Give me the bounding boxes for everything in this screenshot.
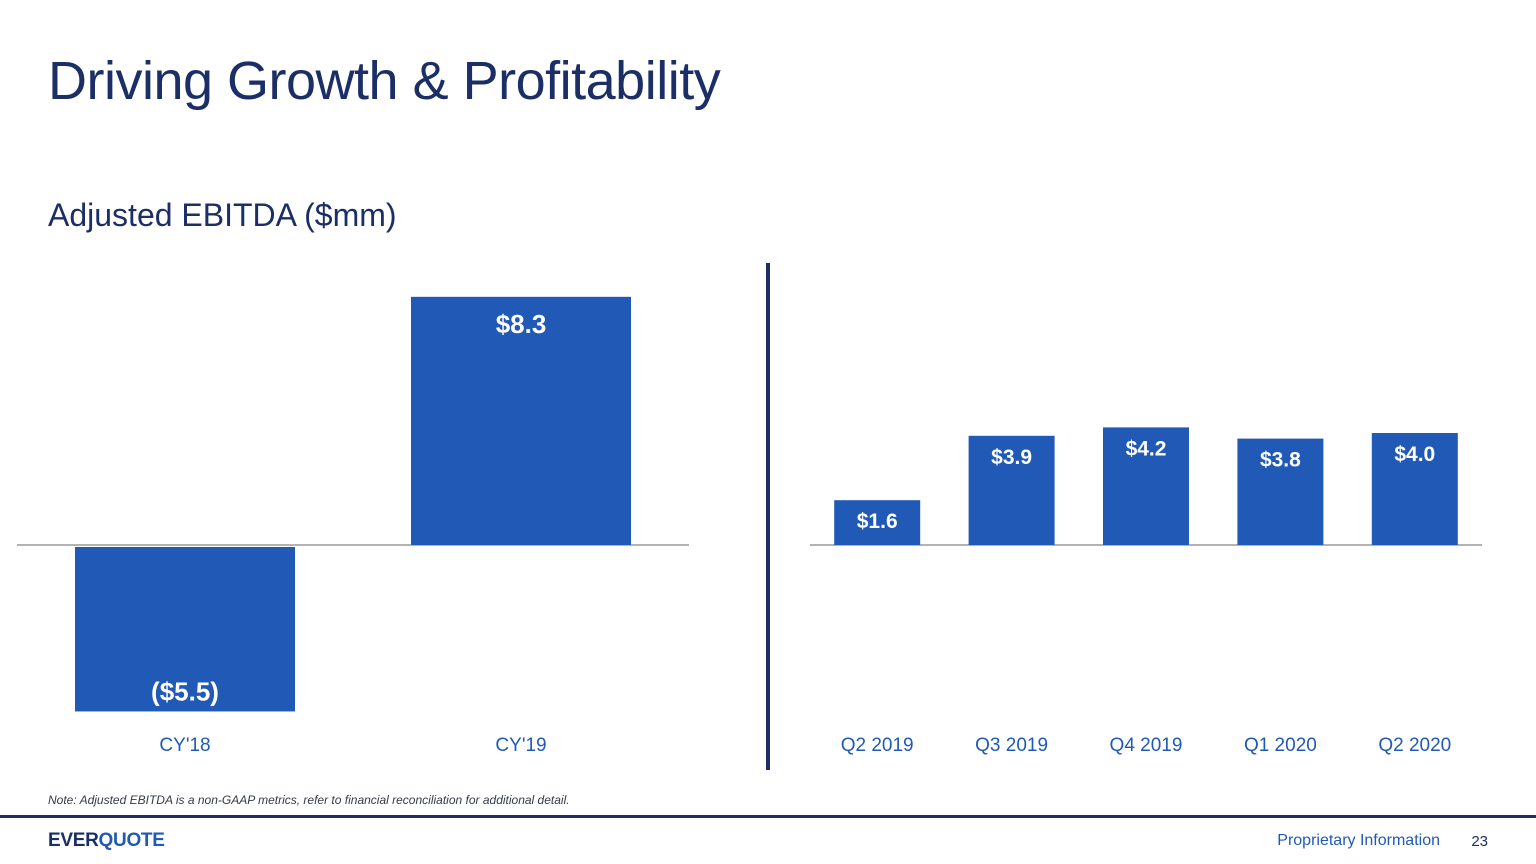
logo-text-quote: QUOTE bbox=[98, 830, 165, 851]
chart-2-category-label: Q1 2020 bbox=[1244, 735, 1317, 756]
chart-1-data-label: ($5.5) bbox=[151, 677, 219, 707]
chart-subtitle: Adjusted EBITDA ($mm) bbox=[48, 197, 397, 233]
chart-2-bar bbox=[834, 500, 921, 545]
chart-2-data-label: $4.2 bbox=[1126, 437, 1167, 460]
chart-2-category-label: Q3 2019 bbox=[975, 735, 1048, 756]
chart-divider bbox=[766, 263, 770, 770]
chart-2-data-label: $4.0 bbox=[1394, 443, 1435, 466]
page-title: Driving Growth & Profitability bbox=[48, 51, 721, 111]
footer-rule bbox=[0, 815, 1536, 818]
chart-2-category-label: Q2 2020 bbox=[1378, 735, 1451, 756]
chart-1-bar bbox=[75, 547, 295, 712]
footnote: Note: Adjusted EBITDA is a non-GAAP metr… bbox=[48, 793, 570, 807]
chart-2-bar bbox=[968, 435, 1055, 545]
chart-2-category-label: Q4 2019 bbox=[1110, 735, 1183, 756]
everquote-logo: EVERQUOTE bbox=[48, 830, 165, 852]
chart-2-bar bbox=[1371, 433, 1458, 545]
chart-2-bar bbox=[1103, 427, 1189, 545]
chart-2-bar bbox=[1237, 438, 1324, 545]
footer-label: Proprietary Information bbox=[1277, 832, 1440, 849]
chart-2-category-label: Q2 2019 bbox=[841, 735, 914, 756]
page-number: 23 bbox=[1471, 833, 1488, 850]
chart-2-data-label: $3.9 bbox=[991, 446, 1032, 469]
chart-1-category-label: CY'18 bbox=[159, 735, 210, 756]
chart-1-bar bbox=[411, 296, 631, 545]
chart-1-data-label: $8.3 bbox=[496, 309, 547, 339]
chart-1-category-label: CY'19 bbox=[495, 735, 546, 756]
chart-2-data-label: $3.8 bbox=[1260, 449, 1301, 472]
chart-2-data-label: $1.6 bbox=[857, 510, 898, 533]
logo-text-ever: EVER bbox=[48, 830, 99, 851]
